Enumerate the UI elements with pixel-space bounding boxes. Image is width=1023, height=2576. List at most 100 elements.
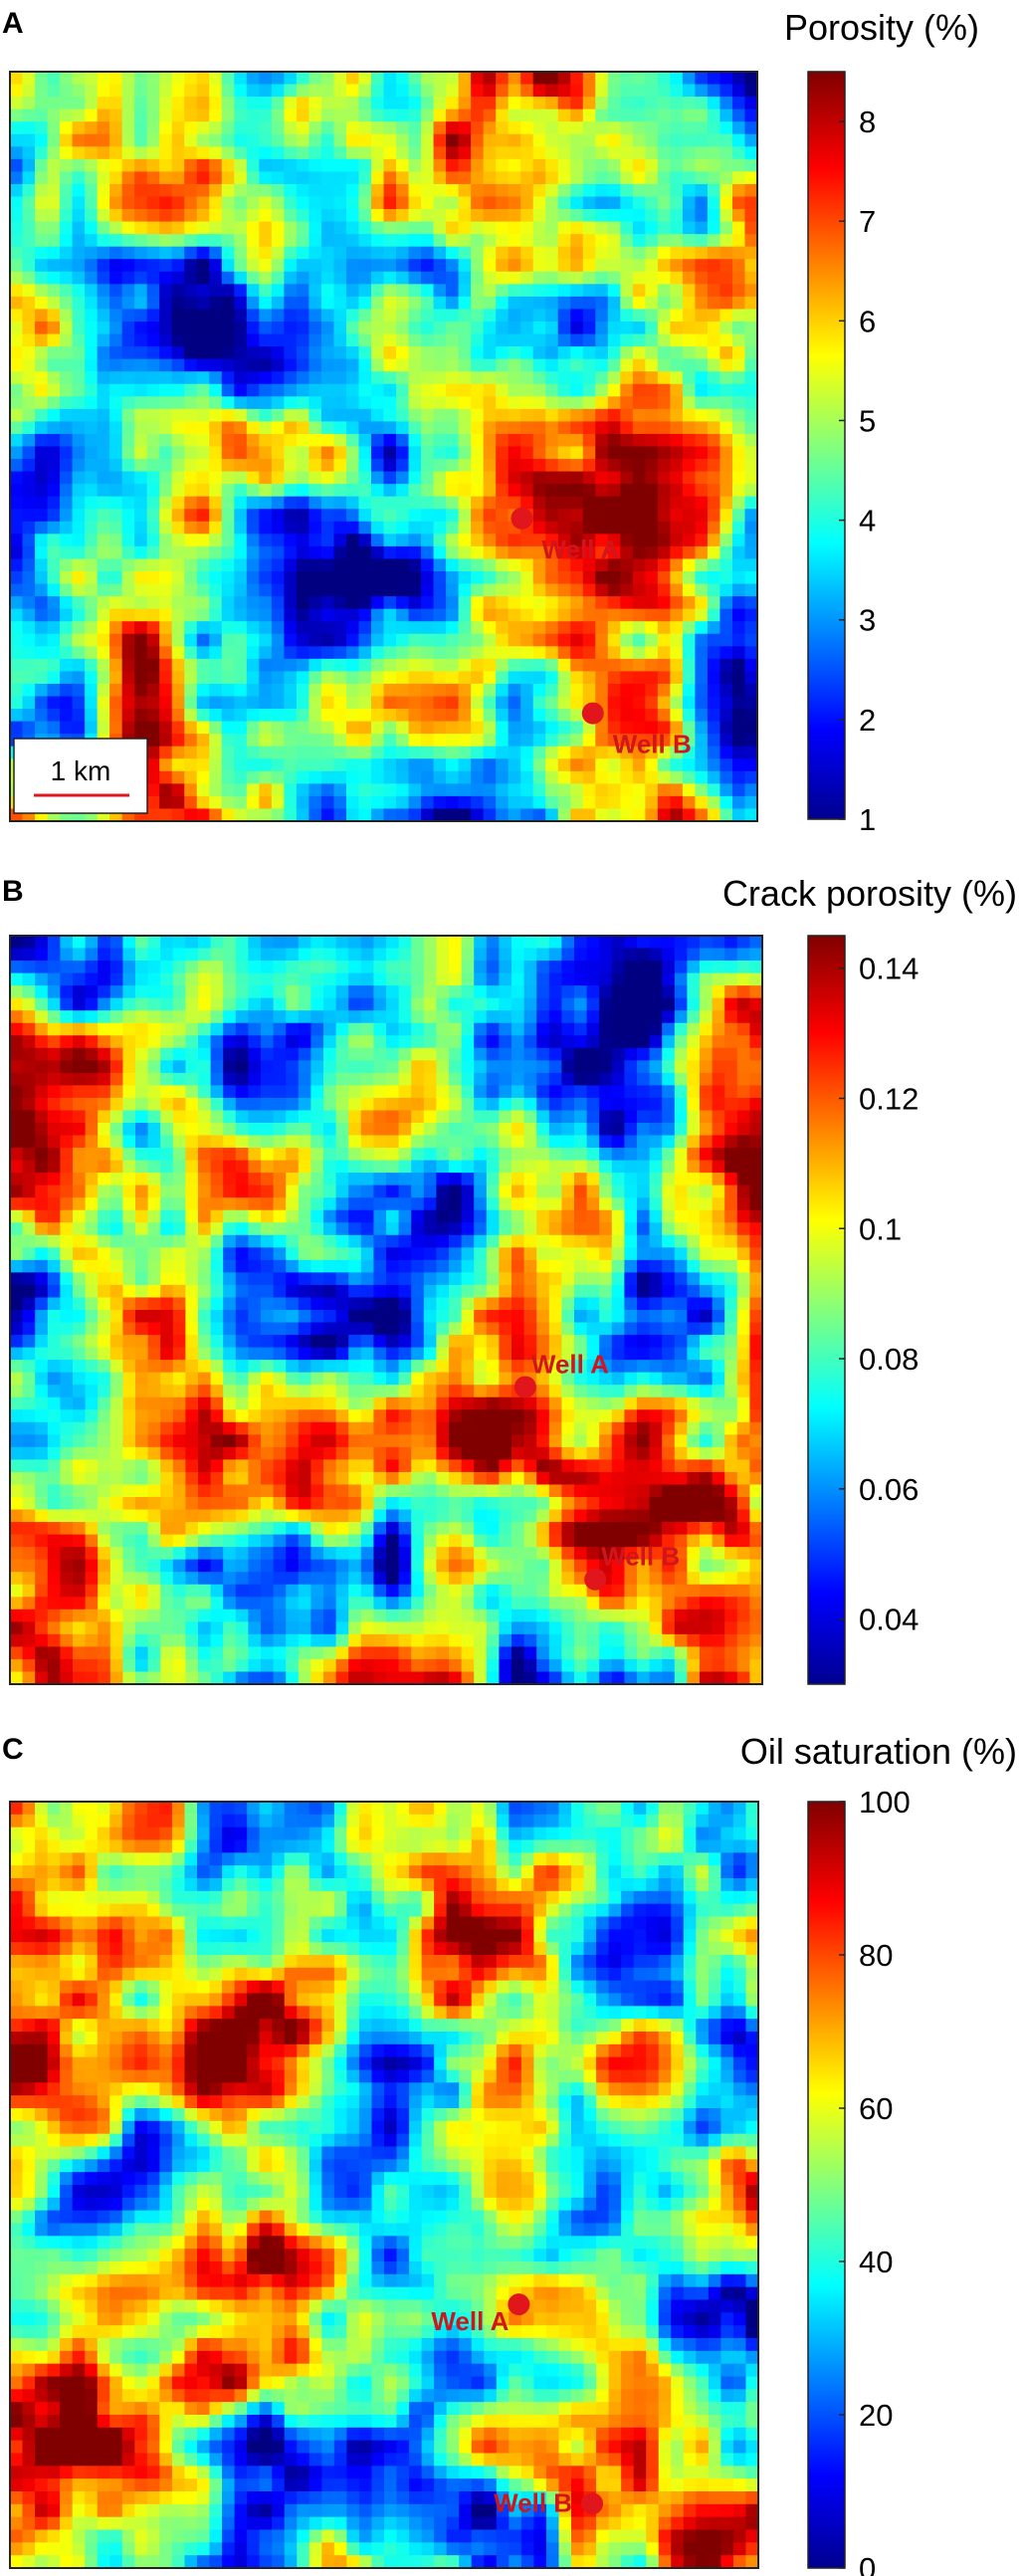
heatmap-cell [632,84,646,98]
heatmap-cell [595,734,609,748]
heatmap-cell [22,1060,36,1074]
heatmap-cell [570,84,584,98]
heatmap-cell [134,608,148,622]
heatmap-cell [700,1197,714,1211]
heatmap-cell [582,471,596,485]
heatmap-cell [47,1135,61,1149]
heatmap-cell [146,259,160,273]
scale-bar: 1 km [13,738,148,814]
heatmap-cell [333,333,347,347]
heatmap-cell [682,271,697,285]
heatmap-cell [532,608,546,622]
heatmap-cell [147,1110,161,1124]
heatmap-cell [160,985,174,999]
heatmap-cell [471,284,485,298]
heatmap-cell [209,383,223,397]
heatmap-cell [508,471,521,485]
heatmap-cell [184,133,198,147]
heatmap-cell [284,433,298,448]
heatmap-cell [724,1035,738,1049]
heatmap-cell [159,97,173,110]
heatmap-cell [60,121,74,135]
heatmap-cell [461,1035,475,1049]
heatmap-cell [396,383,410,397]
heatmap-cell [632,322,646,335]
heatmap-cell [171,545,185,560]
heatmap-cell [483,509,497,523]
heatmap-cell [670,322,684,335]
heatmap-cell [433,146,447,160]
heatmap-cell [548,1110,562,1124]
heatmap-cell [557,746,571,759]
heatmap-cell [582,496,596,510]
heatmap-cell [358,696,372,710]
heatmap-cell [545,583,559,597]
heatmap-cell [97,421,110,435]
heatmap-cell [700,1160,714,1174]
heatmap-cell [512,1123,525,1137]
heatmap-cell [72,183,86,198]
heatmap-cell [184,521,198,535]
heatmap-cell [333,770,347,784]
heatmap-cell [358,333,372,347]
heatmap-cell [545,322,559,335]
heatmap-cell [271,608,285,622]
heatmap-cell [724,1072,738,1086]
heatmap-cell [731,396,746,410]
heatmap-cell [536,1160,550,1174]
heatmap-cell [657,333,671,347]
heatmap-cell [574,961,588,974]
heatmap-cell [109,696,123,710]
heatmap-cell [731,770,746,784]
heatmap-cell [396,296,410,311]
heatmap-cell [607,97,621,110]
heatmap-cell [446,583,460,597]
heatmap-cell [744,284,758,298]
heatmap-cell [682,558,697,572]
heatmap-cell [396,696,410,710]
heatmap-cell [645,534,659,547]
heatmap-cell [210,1022,224,1036]
heatmap-cell [171,471,185,485]
heatmap-cell [670,221,684,235]
heatmap-cell [707,309,721,322]
heatmap-cell [458,795,472,810]
heatmap-cell [536,1209,550,1223]
heatmap-cell [520,471,534,485]
heatmap-cell [348,972,362,986]
heatmap-cell [345,596,360,610]
heatmap-cell [284,333,298,347]
heatmap-cell [159,346,173,360]
heatmap-cell [670,296,684,311]
heatmap-cell [185,1135,199,1149]
heatmap-cell [10,72,24,86]
heatmap-cell [607,558,621,572]
heatmap-cell [383,408,397,422]
heatmap-cell [719,396,733,410]
heatmap-cell [749,1072,763,1086]
heatmap-cell [310,985,324,999]
heatmap-cell [749,1110,763,1124]
heatmap-cell [486,1197,500,1211]
heatmap-cell [458,596,472,610]
heatmap-cell [370,84,385,98]
heatmap-cell [134,596,148,610]
heatmap-cell [122,961,136,974]
heatmap-cell [185,1022,199,1036]
heatmap-cell [695,783,709,797]
heatmap-cell [234,383,248,397]
heatmap-cell [695,646,709,660]
heatmap-cell [171,658,185,672]
heatmap-cell [159,658,173,672]
heatmap-cell [499,1060,512,1074]
heatmap-cell [246,72,260,86]
heatmap-cell [446,271,460,285]
heatmap-cell [620,596,634,610]
heatmap-cell [557,259,571,273]
heatmap-cell [662,961,676,974]
heatmap-cell [731,296,746,311]
heatmap-cell [446,558,460,572]
heatmap-cell [483,296,497,311]
heatmap-cell [545,396,559,410]
heatmap-cell [72,296,86,311]
